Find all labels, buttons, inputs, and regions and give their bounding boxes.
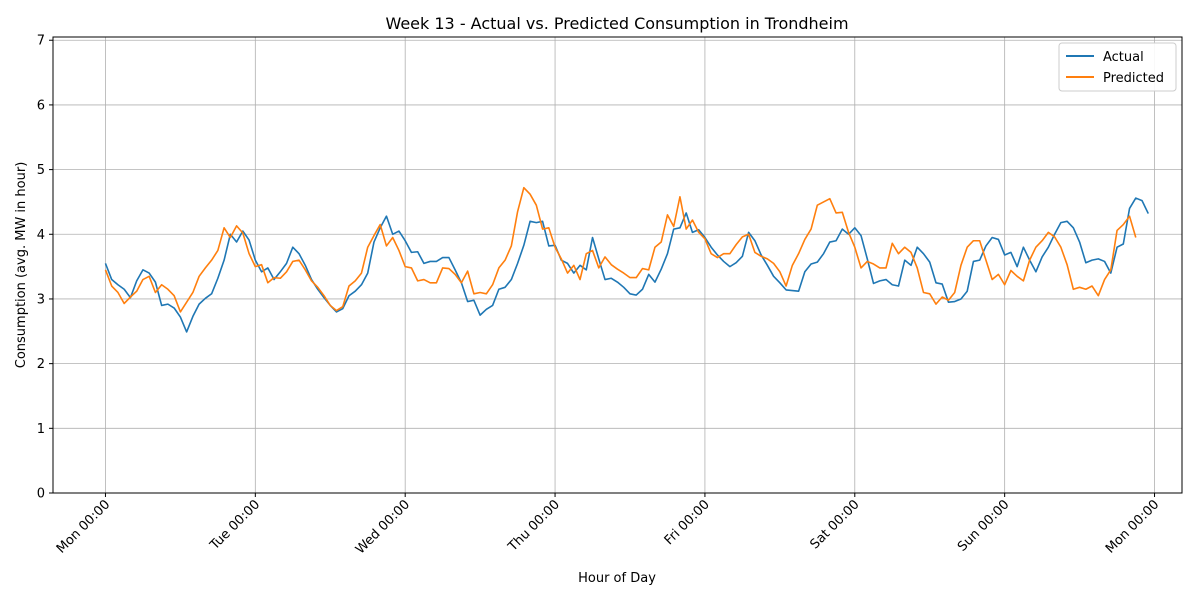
x-axis-label: Hour of Day bbox=[578, 571, 656, 586]
x-tick-label: Mon 00:00 bbox=[54, 497, 113, 556]
x-tick-label: Fri 00:00 bbox=[662, 497, 713, 548]
y-tick-label: 1 bbox=[37, 422, 45, 437]
legend-label-predicted: Predicted bbox=[1103, 71, 1164, 86]
series-line-actual bbox=[104, 197, 1150, 333]
y-axis-ticks: 0 1 2 3 4 5 6 7 bbox=[37, 34, 53, 502]
x-tick-label: Sat 00:00 bbox=[808, 497, 863, 552]
x-tick-label: Mon 00:00 bbox=[1103, 497, 1162, 556]
y-tick-label: 6 bbox=[37, 98, 45, 113]
y-tick-label: 2 bbox=[37, 357, 45, 372]
y-tick-label: 4 bbox=[37, 228, 45, 243]
x-tick-label: Thu 00:00 bbox=[505, 497, 563, 555]
chart-title: Week 13 - Actual vs. Predicted Consumpti… bbox=[385, 14, 848, 33]
y-tick-label: 5 bbox=[37, 163, 45, 178]
y-tick-label: 7 bbox=[37, 34, 45, 49]
x-tick-label: Tue 00:00 bbox=[207, 497, 263, 553]
x-tick-label: Wed 00:00 bbox=[353, 497, 413, 557]
x-tick-label: Sun 00:00 bbox=[955, 497, 1013, 555]
legend-label-actual: Actual bbox=[1103, 50, 1144, 65]
plot-frame bbox=[52, 36, 1183, 494]
y-tick-label: 3 bbox=[37, 292, 45, 307]
legend: Actual Predicted bbox=[1058, 42, 1177, 92]
y-tick-label: 0 bbox=[37, 487, 45, 502]
grid-lines bbox=[53, 37, 1182, 494]
x-axis-ticks: Mon 00:00 Tue 00:00 Wed 00:00 Thu 00:00 Fri … bbox=[54, 493, 1162, 557]
y-axis-label: Consumption (avg. MW in hour) bbox=[14, 162, 29, 369]
series-lines bbox=[104, 186, 1150, 333]
series-line-predicted bbox=[104, 186, 1137, 313]
